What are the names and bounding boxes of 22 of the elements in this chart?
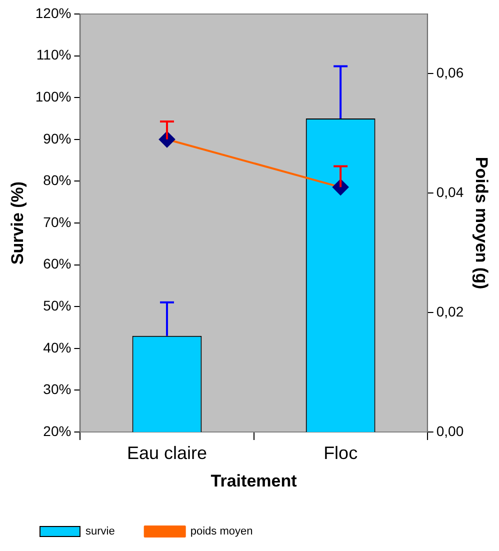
y2-tick-label: 0,00	[436, 422, 464, 439]
y2-tick-label: 0,02	[436, 303, 464, 320]
y-tick-label: 60%	[43, 256, 72, 272]
y-tick-label: 70%	[43, 214, 72, 230]
y-tick-label: 120%	[35, 4, 72, 21]
y-axis-title: Survie (%)	[8, 181, 27, 265]
y-tick-label: 50%	[43, 297, 72, 314]
x-tick-label: Floc	[324, 442, 358, 463]
x-axis-title: Traitement	[210, 471, 298, 490]
y-tick-label: 40%	[43, 339, 72, 356]
y-tick-label: 80%	[43, 172, 72, 188]
y-tick-label: 90%	[43, 130, 72, 146]
x-tick-label: Eau claire	[126, 442, 208, 463]
y2-axis-title: Poids moyen (g)	[472, 156, 492, 290]
legend-label: poids moyen	[190, 526, 253, 538]
y-tick-label: 100%	[35, 88, 72, 104]
y-tick-label: 110%	[36, 46, 72, 63]
legend-label: survie	[86, 526, 115, 538]
y2-tick-label: 0,06	[436, 64, 464, 81]
y2-tick-label: 0,04	[436, 184, 464, 200]
y-tick-label: 20%	[43, 422, 72, 439]
y-tick-label: 30%	[43, 381, 72, 398]
